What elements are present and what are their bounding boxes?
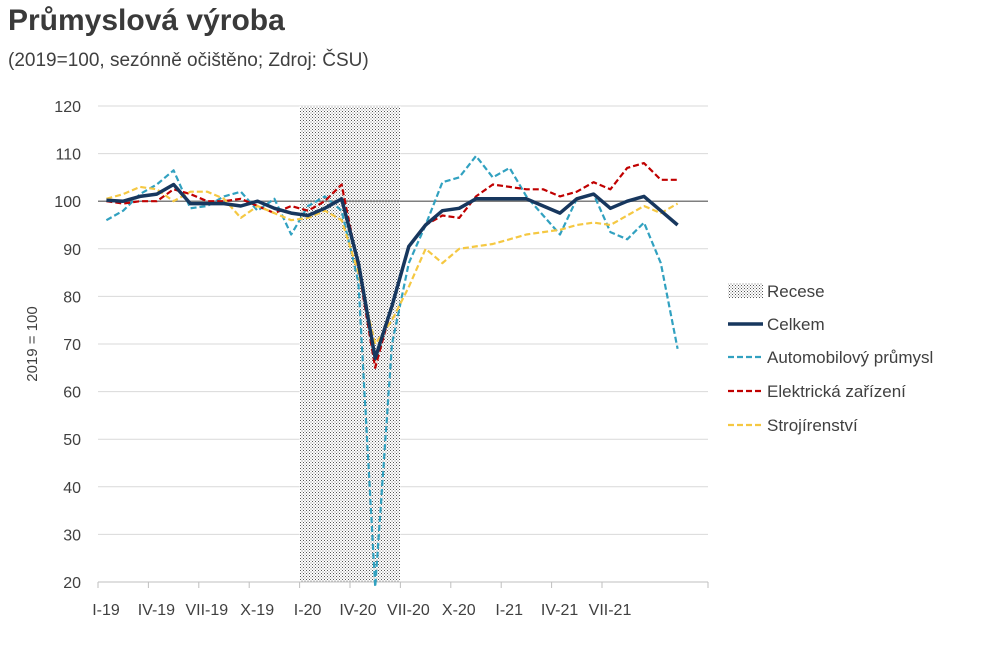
y-tick-label: 30	[63, 527, 81, 544]
legend: Recese Celkem Automobilový průmysl Elektric…	[728, 282, 933, 435]
legend-label: Elektrická zařízení	[767, 382, 906, 401]
chart-subtitle: (2019=100, sezónně očištěno; Zdroj: ČSU)	[8, 50, 369, 71]
axes: 20 30 40 50 60 70 80 90 100 110 120 I-19 IV-19 VII-19…	[54, 99, 709, 619]
x-tick-label: VII-20	[387, 602, 430, 619]
x-tick-label: VII-21	[589, 602, 632, 619]
x-tick-label: X-20	[442, 602, 476, 619]
y-tick-label: 70	[63, 337, 81, 354]
legend-swatch-recese	[728, 283, 763, 298]
y-axis-label: 2019 = 100	[24, 306, 41, 382]
x-tick-label: I-19	[92, 602, 120, 619]
gridlines	[98, 105, 708, 583]
y-tick-label: 20	[63, 575, 81, 592]
legend-label: Strojírenství	[767, 416, 858, 435]
y-tick-label: 50	[63, 432, 81, 449]
chart-title: Průmyslová výroba	[8, 4, 285, 37]
y-tick-label: 40	[63, 480, 81, 497]
y-axis-title: 2019 = 100	[24, 306, 41, 382]
series-lines	[105, 154, 679, 588]
series-line-strojirenstvi	[106, 185, 679, 346]
x-tick-label: X-19	[240, 602, 274, 619]
y-tick-label: 120	[54, 99, 81, 116]
series-line-celkem	[106, 182, 679, 361]
y-tick-label: 80	[63, 289, 81, 306]
y-tick-label: 100	[54, 194, 81, 211]
x-tick-label: I-21	[495, 602, 523, 619]
x-tick-label: VII-19	[185, 602, 228, 619]
x-tick-label: I-20	[294, 602, 322, 619]
y-tick-label: 110	[55, 147, 81, 164]
y-tick-label: 60	[63, 385, 81, 402]
x-tick-label: IV-21	[541, 602, 578, 619]
legend-label: Automobilový průmysl	[767, 348, 933, 367]
x-tick-label: IV-19	[138, 602, 175, 619]
legend-label: Celkem	[767, 315, 825, 334]
legend-label-recese: Recese	[767, 282, 825, 301]
recession-band	[299, 106, 401, 582]
x-tick-label: IV-20	[339, 602, 376, 619]
recession-shading	[299, 106, 401, 582]
y-tick-label: 90	[63, 242, 81, 259]
